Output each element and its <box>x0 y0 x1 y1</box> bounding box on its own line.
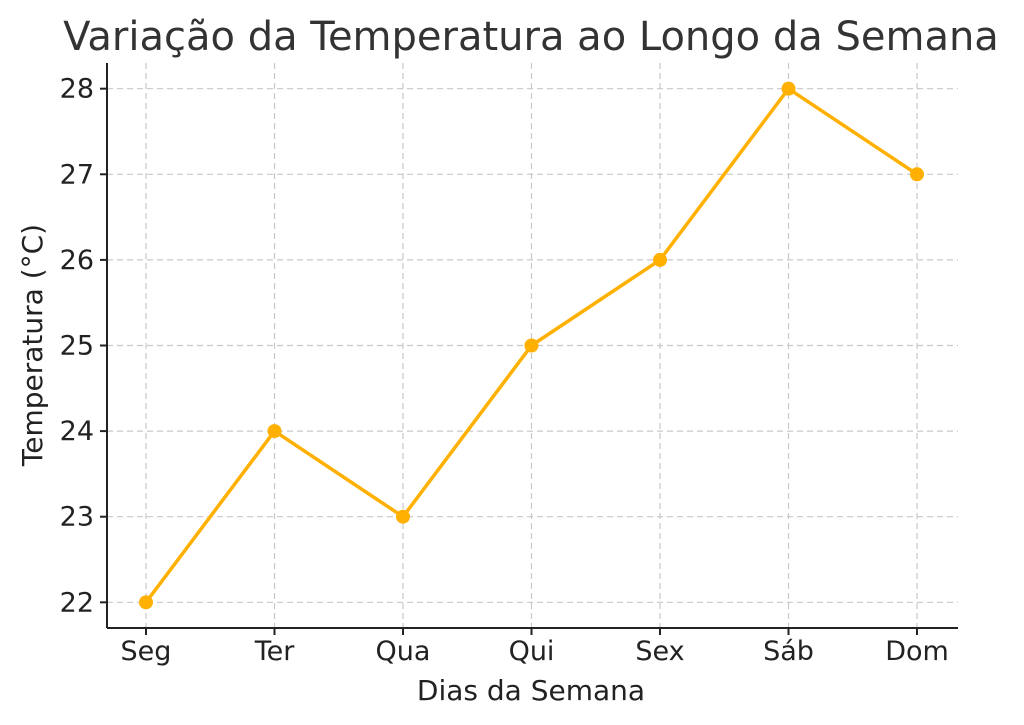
x-tick-label: Seg <box>121 636 172 667</box>
data-point <box>267 424 282 439</box>
y-tick-label: 25 <box>60 331 94 362</box>
data-point <box>910 167 924 182</box>
tick-labels: Seg Ter Qua Qui Sex Sáb Dom 22 23 24 25 26 27 28 <box>60 74 949 667</box>
data-point <box>139 595 153 610</box>
x-tick-label: Sex <box>635 636 684 667</box>
x-tick-label: Sáb <box>763 636 814 667</box>
chart-title: Variação da Temperatura ao Longo da Sema… <box>63 14 999 60</box>
x-tick-label: Qua <box>376 636 431 667</box>
y-tick-label: 26 <box>60 245 94 276</box>
x-tick-label: Dom <box>885 636 949 667</box>
y-tick-label: 24 <box>60 416 94 447</box>
x-tick-label: Ter <box>254 636 296 667</box>
series <box>139 81 924 610</box>
data-point <box>781 81 796 96</box>
y-tick-label: 22 <box>60 587 94 618</box>
data-point <box>653 252 667 267</box>
y-tick-label: 28 <box>60 74 94 105</box>
data-point <box>396 509 410 524</box>
x-tick-label: Qui <box>509 636 555 667</box>
y-axis-label: Temperatura (°C) <box>16 224 49 467</box>
x-axis-label: Dias da Semana <box>417 674 645 707</box>
y-tick-label: 27 <box>60 159 94 190</box>
data-point <box>524 338 539 353</box>
y-tick-label: 23 <box>60 502 94 533</box>
grid-lines <box>107 63 958 628</box>
